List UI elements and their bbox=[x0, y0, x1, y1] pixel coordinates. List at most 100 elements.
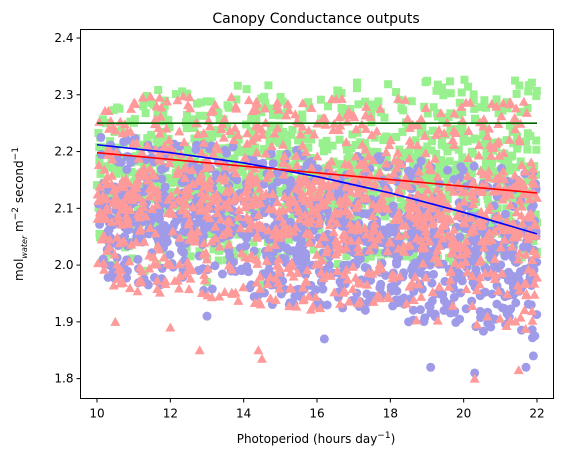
square-point bbox=[523, 177, 532, 186]
square-point bbox=[482, 152, 491, 161]
square-point bbox=[183, 145, 192, 154]
triangle-point bbox=[422, 208, 433, 218]
triangle-point bbox=[498, 166, 509, 176]
triangle-point bbox=[251, 120, 262, 130]
triangle-point bbox=[155, 111, 166, 121]
circle-point bbox=[445, 308, 455, 318]
circle-point bbox=[461, 304, 471, 314]
triangle-point bbox=[497, 268, 508, 278]
square-point bbox=[189, 124, 198, 133]
triangle-point bbox=[486, 234, 497, 244]
triangle-point bbox=[331, 235, 342, 245]
triangle-point bbox=[527, 163, 538, 173]
square-point bbox=[503, 104, 512, 113]
triangle-point bbox=[320, 119, 331, 129]
triangle-point bbox=[136, 147, 147, 157]
triangle-point bbox=[296, 189, 307, 199]
triangle-point bbox=[488, 186, 499, 196]
triangle-point bbox=[476, 221, 487, 231]
triangle-point bbox=[184, 153, 195, 163]
square-point bbox=[437, 140, 446, 149]
triangle-point bbox=[272, 123, 283, 133]
triangle-point bbox=[214, 193, 225, 203]
triangle-point bbox=[256, 124, 267, 134]
square-point bbox=[276, 93, 285, 102]
square-point bbox=[411, 136, 420, 145]
triangle-point bbox=[214, 291, 225, 301]
square-point bbox=[512, 89, 521, 98]
square-point bbox=[513, 144, 522, 153]
circle-point bbox=[530, 331, 540, 341]
square-point bbox=[398, 127, 407, 136]
square-point bbox=[309, 245, 318, 254]
triangle-point bbox=[231, 103, 242, 113]
triangle-point bbox=[424, 159, 435, 169]
square-point bbox=[154, 86, 163, 95]
triangle-point bbox=[360, 163, 371, 173]
circle-point bbox=[386, 227, 396, 237]
triangle-point bbox=[489, 274, 500, 284]
triangle-point bbox=[198, 137, 209, 147]
triangle-point bbox=[174, 232, 185, 242]
triangle-point bbox=[204, 121, 215, 131]
triangle-point bbox=[279, 158, 290, 168]
triangle-point bbox=[345, 235, 356, 245]
triangle-point bbox=[229, 123, 240, 133]
circle-point bbox=[324, 260, 334, 270]
triangle-point bbox=[216, 124, 227, 134]
square-point bbox=[428, 126, 437, 135]
y-axis: 1.8 1.9 2.0 2.1 2.2 2.3 2.4 bbox=[54, 31, 81, 386]
circle-point bbox=[172, 215, 182, 225]
triangle-point bbox=[310, 259, 321, 269]
triangle-point bbox=[227, 163, 238, 173]
square-point bbox=[439, 91, 448, 100]
square-point bbox=[367, 118, 376, 127]
square-point bbox=[334, 260, 343, 269]
triangle-point bbox=[194, 198, 205, 208]
triangle-point bbox=[106, 170, 117, 180]
square-point bbox=[167, 178, 176, 187]
square-point bbox=[374, 185, 383, 194]
triangle-point bbox=[393, 93, 404, 103]
triangle-point bbox=[455, 249, 466, 259]
triangle-point bbox=[278, 169, 289, 179]
triangle-point bbox=[473, 140, 484, 150]
triangle-point bbox=[139, 236, 150, 246]
x-tick-label: 18 bbox=[383, 407, 398, 421]
square-point bbox=[268, 110, 277, 119]
triangle-point bbox=[303, 125, 314, 135]
circle-point bbox=[243, 267, 253, 277]
triangle-point bbox=[291, 301, 302, 311]
triangle-point bbox=[252, 232, 263, 242]
square-point bbox=[382, 132, 391, 141]
triangle-point bbox=[311, 190, 322, 200]
triangle-point bbox=[484, 139, 495, 149]
square-point bbox=[224, 103, 233, 112]
triangle-point bbox=[383, 290, 394, 300]
triangle-point bbox=[361, 192, 372, 202]
triangle-point bbox=[130, 190, 141, 200]
triangle-point bbox=[519, 305, 530, 315]
square-point bbox=[190, 115, 199, 124]
triangle-point bbox=[268, 204, 279, 214]
triangle-point bbox=[424, 164, 435, 174]
triangle-point bbox=[241, 212, 252, 222]
circle-point bbox=[157, 222, 167, 232]
triangle-point bbox=[478, 242, 489, 252]
triangle-point bbox=[317, 231, 328, 241]
triangle-point bbox=[233, 205, 244, 215]
triangle-point bbox=[232, 130, 243, 140]
square-point bbox=[285, 235, 294, 244]
circle-point bbox=[392, 259, 402, 269]
triangle-point bbox=[100, 174, 111, 184]
y-tick-label: 2.0 bbox=[54, 258, 73, 272]
triangle-point bbox=[164, 158, 175, 168]
square-point bbox=[386, 198, 395, 207]
square-point bbox=[126, 117, 135, 126]
triangle-point bbox=[249, 298, 260, 308]
circle-point bbox=[467, 296, 477, 306]
triangle-point bbox=[303, 195, 314, 205]
triangle-point bbox=[447, 300, 458, 310]
triangle-point bbox=[361, 229, 372, 239]
square-point bbox=[98, 115, 107, 124]
